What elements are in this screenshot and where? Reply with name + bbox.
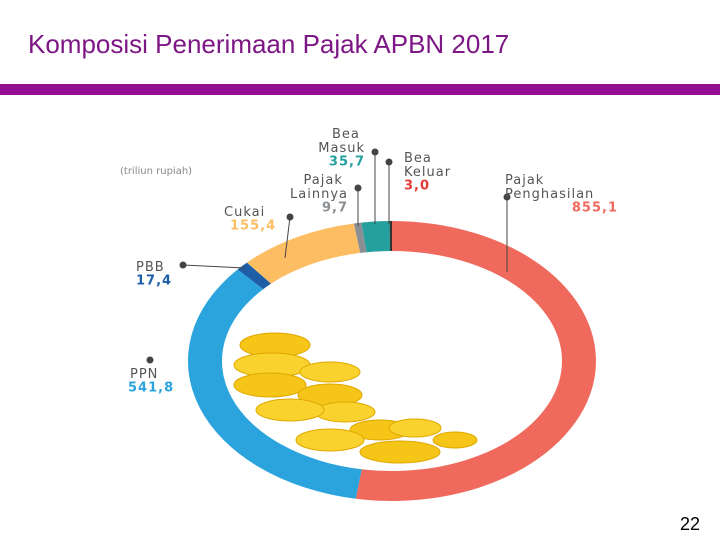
value-label: 541,8 xyxy=(128,381,174,396)
title-bar xyxy=(0,84,720,95)
value-label: 9,7 xyxy=(322,201,348,216)
leader-dot xyxy=(286,213,294,221)
donut xyxy=(188,221,596,501)
page-number: 22 xyxy=(680,514,700,534)
value-label: 17,4 xyxy=(136,274,172,289)
leader-line xyxy=(182,264,246,269)
leader-dot xyxy=(371,148,379,156)
category-label: PBB xyxy=(136,260,165,275)
category-label: Cukai xyxy=(224,205,265,220)
unit-note: (triliun rupiah) xyxy=(120,166,192,177)
donut-segment xyxy=(355,221,596,501)
category-label: Bea Masuk xyxy=(318,127,365,156)
donut-segment xyxy=(188,269,362,499)
leader-dot xyxy=(385,158,393,166)
value-label: 155,4 xyxy=(230,219,276,234)
slide-title: Komposisi Penerimaan Pajak APBN 2017 xyxy=(28,29,509,59)
donut-segment xyxy=(389,221,392,252)
leader-line xyxy=(284,216,291,259)
donut-segment xyxy=(361,221,391,253)
coins-illustration xyxy=(233,332,478,464)
category-label: Bea Keluar xyxy=(404,151,451,180)
category-label: Pajak Lainnya xyxy=(290,173,348,202)
leader-dot xyxy=(503,193,511,201)
category-label: PPN xyxy=(130,367,158,382)
value-label: 855,1 xyxy=(572,201,618,216)
category-label: Pajak Penghasilan xyxy=(505,173,594,202)
donut-segment xyxy=(237,262,272,290)
leader-dot xyxy=(354,184,362,192)
donut-segment xyxy=(246,223,361,284)
value-label: 35,7 xyxy=(329,155,365,170)
donut-segment xyxy=(353,222,367,253)
leader-dot xyxy=(146,356,154,364)
leader-dot xyxy=(179,261,187,269)
value-label: 3,0 xyxy=(404,179,430,194)
